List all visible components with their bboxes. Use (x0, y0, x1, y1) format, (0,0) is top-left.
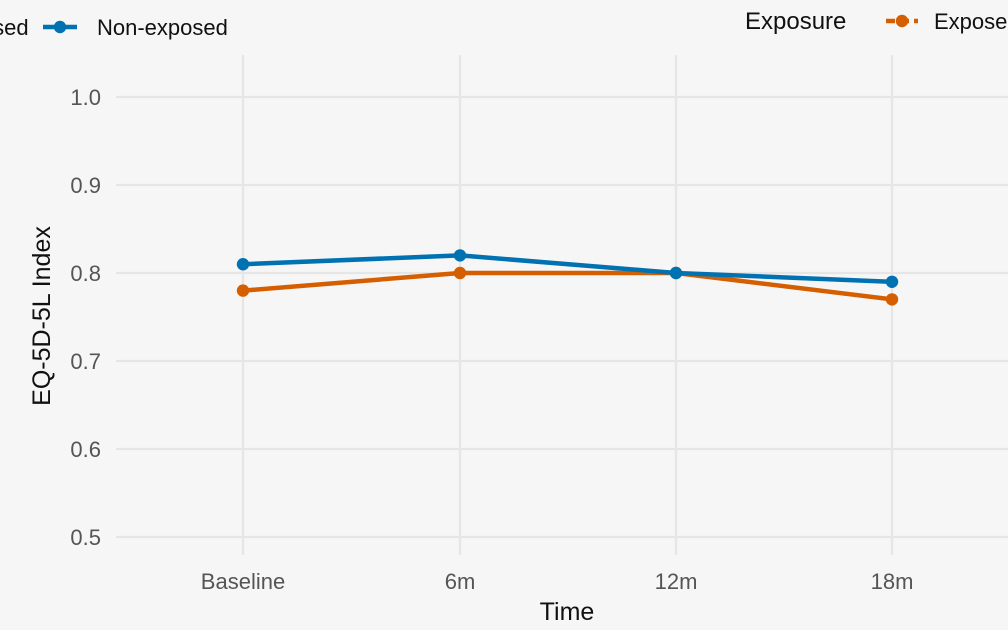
legend-label-exposed-clipped: Exposed (0, 15, 29, 40)
x-tick-label: 18m (871, 569, 914, 594)
x-axis-ticks: Baseline 6m 12m 18m (201, 569, 914, 594)
legend-item-exposed-left: Exposed (0, 15, 29, 40)
series (236, 249, 899, 306)
x-tick-label: Baseline (201, 569, 285, 594)
legend-label-non-exposed: Non-exposed (97, 15, 228, 40)
series-exposed (236, 266, 899, 306)
legend-item-non-exposed: Non-exposed (43, 15, 228, 40)
x-tick-label: 12m (655, 569, 698, 594)
y-tick-label: 0.5 (70, 525, 101, 550)
y-tick-label: 0.9 (70, 173, 101, 198)
legend-right: Exposure Exposed (745, 8, 1008, 35)
data-point-exposed (236, 284, 250, 297)
x-tick-label: 6m (445, 569, 476, 594)
legend-key-point-exposed (895, 14, 909, 28)
y-tick-label: 0.6 (70, 437, 101, 462)
series-line-non-exposed (240, 253, 895, 285)
grid (116, 55, 1008, 555)
y-axis-ticks: 0.5 0.6 0.7 0.8 0.9 1.0 (70, 85, 101, 550)
legend-title: Exposure (745, 8, 846, 35)
data-point-exposed (885, 293, 899, 306)
y-tick-label: 0.8 (70, 261, 101, 286)
series-line-exposed (240, 270, 895, 302)
series-non-exposed (236, 249, 899, 288)
legend-key-point-non-exposed (53, 20, 67, 34)
data-point-non-exposed (885, 275, 899, 288)
data-point-non-exposed (236, 258, 250, 271)
data-point-exposed (453, 266, 467, 280)
y-tick-label: 1.0 (70, 85, 101, 110)
x-axis-title: Time (540, 598, 595, 625)
data-point-non-exposed (453, 249, 467, 262)
data-point-non-exposed (669, 266, 683, 280)
y-tick-label: 0.7 (70, 349, 101, 374)
y-axis-title: EQ-5D-5L Index (28, 226, 56, 406)
legend-label-exposed: Exposed (934, 9, 1008, 34)
